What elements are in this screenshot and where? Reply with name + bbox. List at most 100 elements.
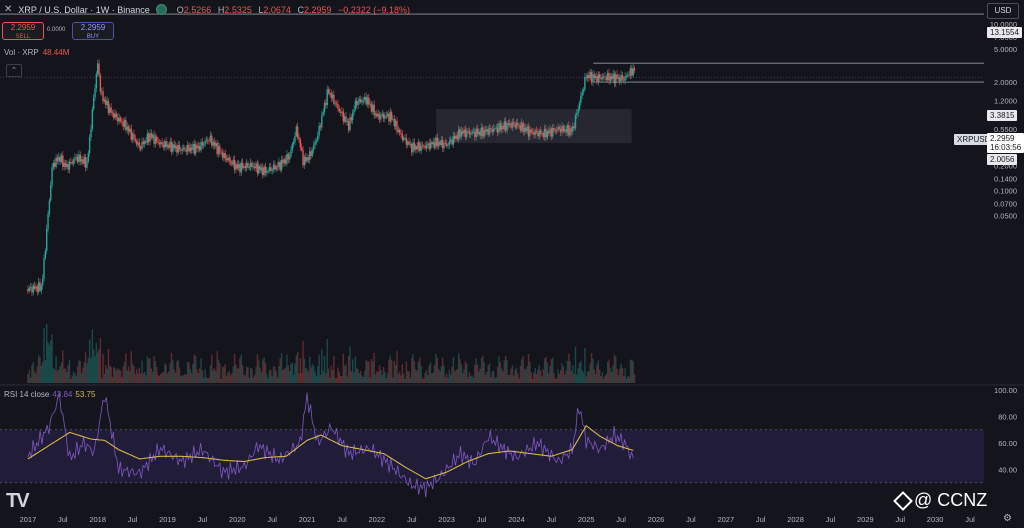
candle-body — [41, 278, 44, 286]
watermark: @ CCNZ — [893, 490, 987, 511]
candle-body — [534, 130, 536, 135]
candle-body — [258, 165, 260, 174]
candle-body — [347, 121, 350, 131]
symbol-title[interactable]: XRP / U.S. Dollar · 1W · Binance — [18, 4, 150, 15]
buy-button[interactable]: 2.2959 BUY — [72, 22, 114, 40]
candle-body — [131, 133, 134, 140]
candle-body — [62, 155, 64, 167]
candle-body — [343, 116, 346, 122]
volume-bar — [272, 366, 275, 383]
candle-body — [229, 160, 232, 163]
volume-bar — [44, 360, 47, 383]
sell-button[interactable]: 2.2959 SELL — [2, 22, 44, 40]
candle-body — [84, 157, 87, 168]
volume-bar — [475, 358, 477, 383]
volume-bar — [547, 372, 550, 383]
candle-body — [390, 112, 393, 120]
rsi-axis-label: 80.00 — [998, 413, 1017, 422]
candle-body — [217, 146, 220, 155]
candle-body — [507, 123, 510, 125]
volume-bar — [309, 356, 311, 383]
candle-body — [463, 129, 465, 134]
candle-body — [573, 126, 575, 129]
time-axis-label: Jul — [616, 515, 626, 524]
volume-bar — [135, 369, 138, 383]
candle-body — [170, 141, 173, 152]
candle-body — [380, 115, 382, 120]
volume-bar — [615, 356, 617, 383]
candle-body — [572, 126, 574, 132]
volume-bar — [313, 366, 315, 383]
rsi-legend: RSI 14 close 43.84 53.75 — [4, 390, 96, 399]
volume-bar — [468, 371, 471, 383]
candle-body — [193, 143, 196, 154]
volume-bar — [103, 374, 106, 383]
candle-body — [396, 120, 398, 132]
settings-gear-icon[interactable]: ⚙ — [1003, 513, 1012, 524]
volume-bar — [402, 373, 405, 383]
candle-body — [338, 108, 340, 112]
candle-body — [337, 103, 339, 109]
time-axis-label: 2023 — [438, 515, 455, 524]
candle-body — [37, 282, 40, 292]
candle-body — [495, 127, 497, 129]
candle-body — [506, 123, 508, 131]
candle-body — [510, 123, 512, 128]
price-axis-label: 0.1000 — [994, 186, 1017, 195]
volume-bar — [47, 342, 49, 383]
volume-bar — [401, 364, 404, 383]
candle-body — [123, 119, 126, 127]
candle-body — [227, 157, 229, 161]
candle-body — [68, 162, 71, 170]
candle-body — [56, 157, 59, 161]
candle-body — [360, 99, 362, 103]
time-axis-label: Jul — [895, 515, 905, 524]
volume-bar — [545, 356, 547, 383]
close-icon[interactable]: ✕ — [4, 4, 13, 15]
candle-body — [212, 141, 214, 146]
volume-bar — [514, 369, 516, 383]
candle-body — [429, 142, 432, 149]
volume-bar — [102, 353, 104, 383]
time-axis-label: Jul — [965, 515, 975, 524]
volume-bar — [560, 370, 562, 383]
volume-bar — [435, 353, 437, 383]
volume-bar — [193, 354, 196, 383]
volume-bar — [558, 373, 561, 383]
volume-bar — [541, 376, 543, 383]
time-axis-label: 2025 — [578, 515, 595, 524]
volume-bar — [255, 367, 257, 383]
candle-body — [551, 127, 554, 137]
candle-body — [474, 131, 476, 138]
candle-body — [260, 167, 263, 171]
candle-body — [420, 145, 422, 151]
volume-bar — [58, 369, 60, 383]
candle-body — [60, 155, 63, 162]
candle-body — [566, 125, 569, 133]
tradingview-logo[interactable]: TV — [6, 490, 30, 512]
market-status-icon[interactable] — [155, 4, 167, 15]
collapse-legend-button[interactable]: ⌃ — [6, 64, 22, 77]
volume-bar — [294, 363, 296, 383]
volume-bar — [444, 377, 446, 383]
volume-bar — [150, 368, 153, 383]
candle-body — [274, 164, 276, 170]
candle-body — [169, 141, 171, 148]
candle-body — [203, 144, 205, 146]
candle-body — [115, 113, 118, 118]
candle-body — [492, 128, 495, 132]
volume-bar — [40, 365, 43, 383]
candle-body — [621, 75, 624, 80]
volume-bar — [296, 352, 299, 383]
candle-body — [394, 120, 397, 127]
volume-bar — [416, 370, 418, 383]
currency-button[interactable]: USD — [987, 3, 1019, 19]
candle-body — [27, 289, 29, 292]
volume-bar — [554, 378, 557, 383]
candle-body — [213, 141, 216, 147]
candle-body — [488, 128, 491, 135]
candle-body — [280, 159, 283, 171]
price-axis-label: 10.0000 — [990, 20, 1017, 29]
volume-bar — [51, 334, 53, 383]
